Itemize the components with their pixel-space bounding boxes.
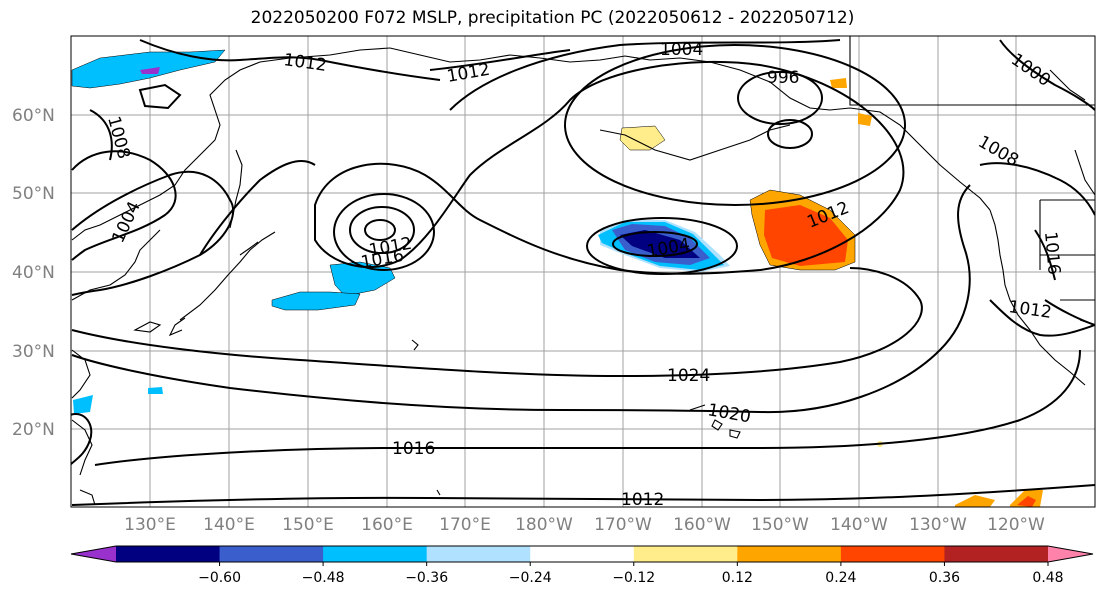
- isobar-label: 1004: [660, 40, 703, 60]
- colorbar-tick-label: −0.36: [405, 570, 448, 586]
- colorbar: −0.60 −0.48 −0.36 −0.24 −0.12 0.12 0.24 0.36 0.4…: [70, 545, 1094, 586]
- lon-label: 160°E: [361, 515, 413, 535]
- colorbar-segment: [116, 546, 221, 562]
- lon-label: 180°W: [515, 515, 573, 535]
- latitude-labels: 60°N 50°N 40°N 30°N 20°N: [12, 106, 55, 440]
- lat-label: 60°N: [12, 106, 55, 126]
- colorbar-segment: [530, 546, 635, 562]
- isobar-label: 1016: [392, 439, 435, 459]
- colorbar-tick-label: 0.36: [929, 570, 960, 586]
- lon-label: 130°W: [909, 515, 967, 535]
- colorbar-segment: [323, 546, 428, 562]
- colorbar-extend-high: [1048, 546, 1093, 562]
- isobars: [71, 39, 1095, 506]
- colorbar-extend-low: [71, 546, 116, 562]
- map-frame: [70, 35, 1096, 508]
- map-title: 2022050200 F072 MSLP, precipitation PC (…: [250, 8, 855, 28]
- colorbar-segment: [219, 546, 324, 562]
- longitude-labels: 130°E 140°E 150°E 160°E 170°E 180°W 170°…: [124, 515, 1045, 535]
- isobar-label: 1024: [667, 366, 710, 386]
- lon-label: 120°W: [987, 515, 1045, 535]
- lat-label: 20°N: [12, 420, 55, 440]
- colorbar-tick-label: 0.12: [722, 570, 753, 586]
- lat-label: 40°N: [12, 263, 55, 283]
- isobar-label: 1016: [1040, 231, 1064, 276]
- colorbar-tick-label: −0.12: [612, 570, 655, 586]
- lon-label: 140°W: [830, 515, 888, 535]
- lat-label: 50°N: [12, 184, 55, 204]
- colorbar-segment: [944, 546, 1049, 562]
- isobar-label: 1012: [621, 490, 664, 510]
- lon-label: 140°E: [203, 515, 255, 535]
- lon-label: 170°W: [594, 515, 652, 535]
- colorbar-outline: [70, 545, 1094, 563]
- lon-label: 130°E: [124, 515, 176, 535]
- colorbar-tick-label: −0.60: [198, 570, 241, 586]
- isobar-label: 996: [767, 68, 799, 88]
- colorbar-segment: [426, 546, 531, 562]
- lat-label: 30°N: [12, 342, 55, 362]
- colorbar-tick-label: 0.24: [825, 570, 856, 586]
- colorbar-segment: [633, 546, 738, 562]
- colorbar-segment: [840, 546, 945, 562]
- colorbar-tick-label: −0.24: [509, 570, 552, 586]
- lon-label: 150°W: [751, 515, 809, 535]
- colorbar-tick-label: −0.48: [302, 570, 345, 586]
- colorbar-tick-label: 0.48: [1032, 570, 1063, 586]
- colorbar-segment: [737, 546, 842, 562]
- lon-label: 150°E: [282, 515, 334, 535]
- lon-label: 170°E: [439, 515, 491, 535]
- lon-label: 160°W: [673, 515, 731, 535]
